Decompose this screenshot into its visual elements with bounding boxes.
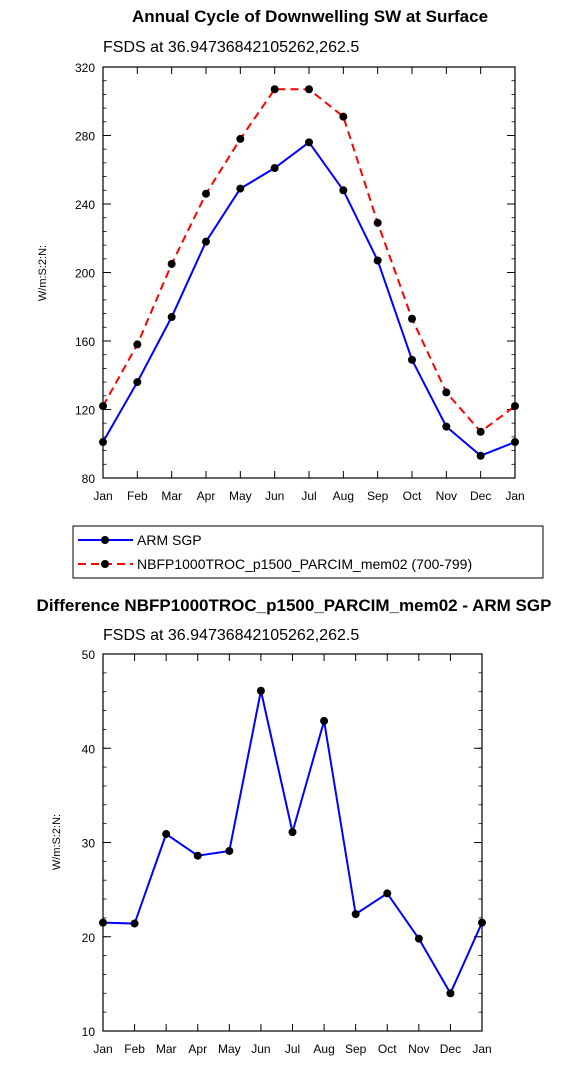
chart1-ytick-label: 120 — [75, 404, 95, 418]
chart1-frame — [102, 66, 516, 479]
chart2-series-0-point — [383, 889, 392, 898]
chart1-series-1-point — [236, 134, 245, 143]
chart2-title: Difference NBFP1000TROC_p1500_PARCIM_mem… — [37, 596, 552, 615]
chart2-ytick-label: 30 — [82, 837, 96, 851]
chart2-xtick-label: Feb — [124, 1042, 145, 1056]
chart2-series-0-point — [225, 846, 234, 855]
chart2-series-0-point — [414, 934, 423, 943]
chart1-series-1-point — [167, 259, 176, 268]
chart1-series-0-point — [305, 138, 313, 147]
chart1-xtick-label: Apr — [197, 489, 216, 503]
chart1-series-1-point — [373, 218, 382, 227]
chart2-ytick-label: 50 — [82, 648, 96, 662]
chart1-series-1-point — [511, 402, 519, 411]
chart2-ytick-label: 20 — [82, 931, 96, 945]
chart1-series-0-point — [511, 438, 519, 447]
chart1-series-1-point — [476, 427, 485, 436]
chart1-xtick-label: Jan — [93, 489, 112, 503]
chart1-series-0-point — [373, 256, 382, 265]
chart2-subtitle: FSDS at 36.94736842105262,262.5 — [103, 627, 359, 644]
chart1-ytick-label: 240 — [75, 198, 95, 212]
chart2-frame — [102, 653, 483, 1032]
chart1-series-0-point — [133, 378, 142, 387]
legend-label-model: NBFP1000TROC_p1500_PARCIM_mem02 (700-799… — [137, 556, 472, 572]
chart2-xtick-label: Sep — [345, 1042, 367, 1056]
chart2-series-0-point — [130, 919, 139, 928]
chart2-xtick-label: Jan — [472, 1042, 491, 1056]
chart1-series-1-point — [305, 85, 313, 94]
chart1-series-0-point — [408, 355, 416, 364]
chart1-series-1-point — [133, 340, 142, 349]
chart2-series-0-point — [162, 830, 171, 839]
chart2-xtick-label: Apr — [188, 1042, 207, 1056]
legend-label-arm: ARM SGP — [137, 532, 202, 548]
chart1-series-0-point — [339, 186, 348, 195]
chart1-series-1-point — [339, 112, 348, 121]
chart2-series-0-point — [478, 918, 486, 927]
chart1-series-0-point — [167, 313, 176, 322]
chart2-series-0-point — [288, 828, 297, 837]
chart1-xtick-label: Aug — [333, 489, 354, 503]
chart2-ylabel: W/m:S:2:N: — [51, 814, 63, 870]
chart1-series-0-point — [476, 451, 485, 460]
chart1-series-1-point — [99, 402, 107, 411]
chart2-series-0-point — [193, 851, 202, 860]
chart2-xtick-label: Jul — [285, 1042, 300, 1056]
chart1-series-1-point — [270, 85, 279, 94]
chart2-xtick-label: Oct — [378, 1042, 397, 1056]
chart1-xtick-label: Jul — [301, 489, 316, 503]
chart1-xtick-label: Nov — [436, 489, 457, 503]
chart2-plot: Jan Feb Mar Apr May Jun Jul Aug Sep Oct Nov Dec Jan 1… — [82, 648, 492, 1056]
chart1-series-1-point — [408, 314, 416, 323]
chart1-series-0-line — [102, 141, 516, 457]
chart1-title: Annual Cycle of Downwelling SW at Surfac… — [132, 7, 488, 26]
chart1-xtick-label: Jun — [265, 489, 284, 503]
chart2-series-0-point — [256, 686, 265, 695]
chart1-series-1-point — [442, 388, 451, 397]
chart1-series-0-point — [202, 237, 210, 246]
chart2-series-0-point — [320, 716, 329, 725]
legend-marker-model — [101, 560, 109, 568]
chart2-series-0-line — [102, 689, 483, 995]
chart1-series-0-point — [270, 164, 279, 173]
chart1-ylabel: W/m:S:2:N: — [37, 245, 49, 301]
chart2-xtick-label: May — [218, 1042, 241, 1056]
chart1-xtick-label: Jan — [505, 489, 524, 503]
chart2-xtick-label: Nov — [408, 1042, 429, 1056]
chart2-xtick-label: Jun — [251, 1042, 270, 1056]
chart1-subtitle: FSDS at 36.94736842105262,262.5 — [103, 39, 359, 56]
chart2-series-0-point — [446, 989, 455, 998]
chart1-xtick-label: Oct — [403, 489, 422, 503]
chart1-xtick-label: Sep — [367, 489, 389, 503]
chart1-legend: ARM SGP NBFP1000TROC_p1500_PARCIM_mem02 … — [72, 525, 544, 579]
chart2-ytick-label: 10 — [82, 1025, 96, 1039]
chart2-xtick-label: Aug — [313, 1042, 334, 1056]
chart2-xtick-label: Mar — [156, 1042, 177, 1056]
chart1-ytick-label: 200 — [75, 267, 95, 281]
chart1-ytick-label: 280 — [75, 130, 95, 144]
chart1-plot: Jan Feb Mar Apr May Jun Jul Aug Sep Oct Nov Dec Jan 8… — [75, 61, 525, 503]
chart1-xtick-label: May — [229, 489, 252, 503]
chart1-ytick-label: 320 — [75, 61, 95, 75]
chart1-series-0-point — [99, 438, 107, 447]
chart2-series-0-point — [99, 918, 107, 927]
chart1-ytick-label: 80 — [82, 472, 96, 486]
chart2-ytick-label: 40 — [82, 742, 96, 756]
chart1-series-0-point — [236, 184, 245, 193]
chart2-series-0-point — [351, 910, 360, 919]
chart1-series-0-point — [442, 422, 451, 431]
chart1-xtick-label: Dec — [470, 489, 491, 503]
chart2-xtick-label: Dec — [440, 1042, 461, 1056]
chart1-ytick-label: 160 — [75, 335, 95, 349]
chart2-xtick-label: Jan — [93, 1042, 112, 1056]
chart1-xtick-label: Feb — [127, 489, 148, 503]
chart1-xtick-label: Mar — [161, 489, 182, 503]
chart1-series-1-point — [202, 189, 210, 198]
legend-marker-arm — [101, 536, 109, 544]
legend-box — [72, 525, 544, 579]
